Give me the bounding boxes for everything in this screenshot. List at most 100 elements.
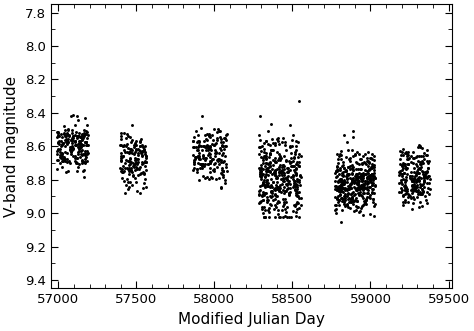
Point <box>72 160 80 165</box>
Point <box>355 184 363 190</box>
Point <box>281 163 288 168</box>
Point <box>400 153 407 158</box>
Point <box>364 180 372 185</box>
Point <box>340 201 347 206</box>
Point <box>290 154 298 160</box>
Point <box>354 178 361 183</box>
Point <box>350 208 357 213</box>
Point <box>295 164 302 169</box>
Point <box>277 170 284 175</box>
Point <box>347 199 355 204</box>
Point <box>404 152 412 158</box>
Point <box>335 198 342 203</box>
Point <box>371 173 378 179</box>
Point <box>117 157 125 163</box>
Point <box>278 172 286 178</box>
Point <box>265 205 273 211</box>
Point <box>355 174 363 179</box>
Point <box>356 162 363 167</box>
Point <box>346 182 354 188</box>
Point <box>280 164 287 169</box>
Point <box>64 136 72 141</box>
Point <box>362 179 369 184</box>
Point <box>331 207 338 213</box>
Point <box>269 162 277 167</box>
Point <box>292 166 300 171</box>
Point <box>286 160 294 165</box>
Point <box>262 139 270 144</box>
Point <box>296 173 303 178</box>
Point <box>268 188 275 193</box>
Point <box>206 146 214 152</box>
Point <box>338 198 346 203</box>
Point <box>267 189 274 194</box>
Point <box>67 148 75 153</box>
Point <box>285 192 292 198</box>
Point <box>366 178 374 183</box>
Point <box>135 156 142 162</box>
Point <box>264 178 271 183</box>
Point <box>283 174 291 180</box>
Point <box>295 189 303 194</box>
Point <box>210 166 218 171</box>
Point <box>78 158 85 163</box>
Point <box>359 185 367 190</box>
Point <box>419 190 426 195</box>
Point <box>80 174 88 179</box>
Point <box>119 143 127 148</box>
Point <box>68 147 75 153</box>
Point <box>297 154 304 159</box>
Point <box>132 165 139 170</box>
Point <box>290 184 297 189</box>
Point <box>348 170 356 175</box>
Point <box>262 160 270 166</box>
Point <box>371 201 378 207</box>
Point <box>358 178 365 184</box>
Point <box>361 171 369 176</box>
Point <box>63 130 71 135</box>
Point <box>357 175 365 180</box>
Point <box>263 190 270 196</box>
Point <box>199 164 206 169</box>
Point <box>202 144 210 149</box>
Point <box>369 151 376 157</box>
Point <box>264 184 272 189</box>
Point <box>352 207 360 213</box>
Point <box>262 164 269 169</box>
Point <box>215 126 222 131</box>
Point <box>68 138 76 143</box>
Point <box>117 168 125 173</box>
Point <box>359 170 366 176</box>
Point <box>205 176 213 181</box>
Point <box>271 141 279 146</box>
Point <box>342 197 349 202</box>
Point <box>284 174 292 179</box>
Point <box>61 144 69 149</box>
Point <box>353 171 361 176</box>
Point <box>364 173 372 178</box>
Point <box>420 173 428 179</box>
Point <box>137 143 144 149</box>
Point <box>61 133 69 138</box>
Point <box>398 167 406 173</box>
Point <box>64 141 71 147</box>
Point <box>365 150 372 155</box>
Point <box>338 178 346 184</box>
Point <box>81 152 89 157</box>
Point <box>126 150 134 155</box>
Point <box>331 171 339 176</box>
Point <box>332 202 339 207</box>
Point <box>263 156 270 161</box>
Point <box>406 173 413 179</box>
Point <box>204 145 211 150</box>
Point <box>219 172 227 178</box>
Point <box>260 146 268 151</box>
Point <box>215 129 222 134</box>
Point <box>265 164 273 169</box>
Point <box>411 187 419 192</box>
Point <box>335 198 343 203</box>
Point <box>277 176 284 181</box>
Point <box>124 159 131 164</box>
Point <box>258 207 265 212</box>
Point <box>280 201 288 206</box>
